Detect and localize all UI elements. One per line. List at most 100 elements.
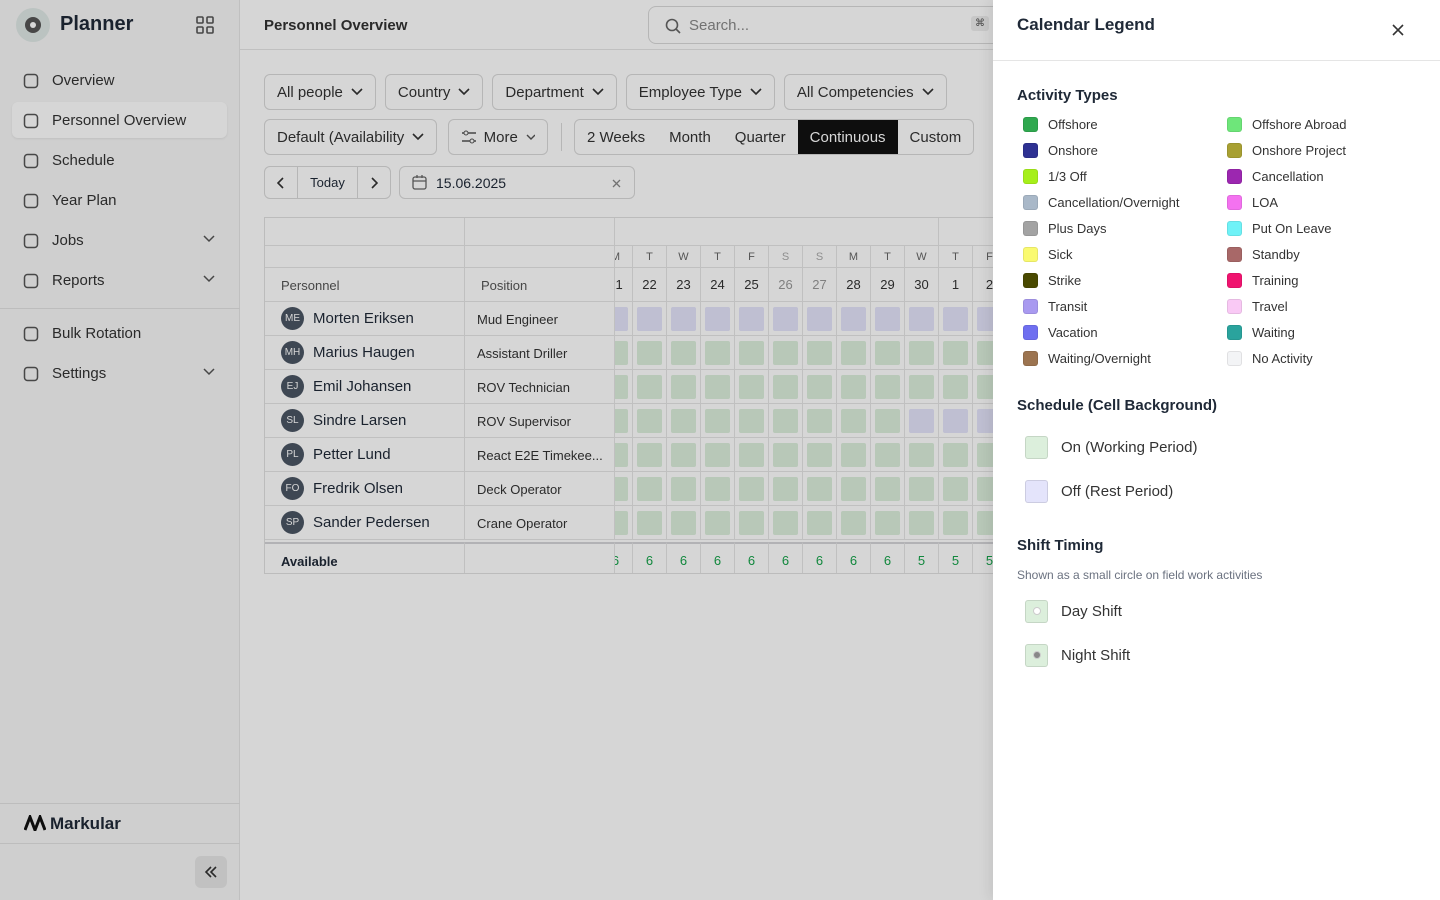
schedule-block <box>705 409 730 433</box>
date: 23 <box>667 268 701 302</box>
personnel-cell: EJ Emil Johansen <box>265 370 465 404</box>
day-cell <box>871 302 905 336</box>
view-option[interactable]: Quarter <box>734 128 786 146</box>
overlay[interactable] <box>0 0 993 900</box>
month-header <box>615 218 939 246</box>
available-count: 6 <box>803 542 837 573</box>
nav-item[interactable]: Year Plan <box>12 182 227 218</box>
schedule-block <box>841 409 866 433</box>
close-button[interactable] <box>1392 24 1404 36</box>
section-title: Activity Types <box>1017 87 1118 104</box>
day-cell <box>769 506 803 540</box>
person-name[interactable]: Petter Lund <box>313 446 391 463</box>
day-cell <box>939 404 973 438</box>
schedule-block <box>739 511 764 535</box>
date-input[interactable]: 15.06.2025 <box>399 166 635 199</box>
nav-item[interactable]: Personnel Overview <box>12 102 227 138</box>
schedule-block <box>615 409 628 433</box>
date-value: 15.06.2025 <box>436 174 507 191</box>
date: 30 <box>905 268 939 302</box>
schedule-block <box>807 307 832 331</box>
legend-label: Offshore <box>1048 116 1098 132</box>
position-cell: React E2E Timekee... <box>465 438 615 472</box>
filter-select[interactable]: Employee Type <box>625 74 775 110</box>
filter-select[interactable]: Country <box>384 74 484 110</box>
nav-item[interactable]: Settings <box>12 355 227 391</box>
day-cell <box>905 302 939 336</box>
apps-icon[interactable] <box>196 16 214 34</box>
avatar: ME <box>281 307 304 330</box>
schedule-block <box>943 477 968 501</box>
nav-item[interactable]: Bulk Rotation <box>12 315 227 351</box>
filter-label: Country <box>397 83 451 101</box>
person-name[interactable]: Morten Eriksen <box>313 310 414 327</box>
nav-item[interactable]: Jobs <box>12 222 227 258</box>
day-cell <box>939 370 973 404</box>
shortcut: ⌘ <box>971 16 989 31</box>
day-cell <box>701 336 735 370</box>
available-count: 6 <box>615 542 633 573</box>
day-cell <box>667 438 701 472</box>
filter-select[interactable]: All people <box>264 74 376 110</box>
schedule-block <box>739 477 764 501</box>
section-subtitle: Shown as a small circle on field work ac… <box>1017 568 1263 582</box>
position-cell: Mud Engineer <box>465 302 615 336</box>
days: M216T226W236T246F256S266S276M286T296W305… <box>615 218 1023 573</box>
swatch <box>1023 246 1038 262</box>
day-cell <box>667 506 701 540</box>
day-cell <box>615 506 633 540</box>
person-name[interactable]: Emil Johansen <box>313 378 412 395</box>
day-cell <box>803 438 837 472</box>
view-option[interactable]: Custom <box>909 128 962 146</box>
schedule-block <box>909 409 934 433</box>
date: 24 <box>701 268 735 302</box>
available-count: 5 <box>939 542 973 573</box>
schedule-block <box>943 307 968 331</box>
person-name[interactable]: Sindre Larsen <box>313 412 407 429</box>
day-cell <box>633 404 667 438</box>
page-title: Personnel Overview <box>264 17 408 34</box>
view-option[interactable]: 2 Weeks <box>587 128 646 146</box>
position-cell: Crane Operator <box>465 506 615 540</box>
today-button[interactable]: Today <box>298 167 358 198</box>
nav-item[interactable]: Overview <box>12 62 227 98</box>
prev-button[interactable] <box>265 167 298 198</box>
collapse-button[interactable] <box>195 856 227 888</box>
header-cell <box>265 246 465 268</box>
available-count: 6 <box>701 542 735 573</box>
swatch <box>1025 435 1048 459</box>
position-cell: ROV Technician <box>465 370 615 404</box>
nav-item[interactable]: Schedule <box>12 142 227 178</box>
filters: All people Country Department Employee Type… <box>264 74 947 110</box>
schedule-list: On (Working Period) Off (Rest Period) <box>1025 425 1197 513</box>
swatch <box>1227 298 1242 314</box>
weekday: T <box>939 246 973 268</box>
person-name[interactable]: Fredrik Olsen <box>313 480 404 497</box>
filter-select[interactable]: Department <box>492 74 617 110</box>
schedule-block <box>875 307 900 331</box>
avatar: FO <box>281 477 304 500</box>
nav-item[interactable]: Reports <box>12 262 227 298</box>
view-option[interactable]: Month <box>669 128 711 146</box>
more-button[interactable]: More <box>448 119 548 155</box>
position-cell: Deck Operator <box>465 472 615 506</box>
nav-label: Overview <box>52 71 115 89</box>
schedule-block <box>739 409 764 433</box>
day-cell <box>905 370 939 404</box>
next-button[interactable] <box>358 167 390 198</box>
legend-item: Standby <box>1221 241 1425 267</box>
legend-label: Put On Leave <box>1252 220 1332 236</box>
person-name[interactable]: Sander Pedersen <box>313 514 430 531</box>
search[interactable]: Search... ⌘ <box>648 6 1008 44</box>
filter-select[interactable]: All Competencies <box>783 74 947 110</box>
person-name[interactable]: Marius Haugen <box>313 344 415 361</box>
swatch <box>1227 246 1242 262</box>
day-cell <box>667 370 701 404</box>
sort-select[interactable]: Default (Availability <box>264 119 438 155</box>
view-option[interactable]: Continuous <box>797 120 898 154</box>
schedule-block <box>671 375 696 399</box>
schedule-block <box>875 375 900 399</box>
date: 29 <box>871 268 905 302</box>
legend-item: Plus Days <box>1017 215 1221 241</box>
weekday: T <box>871 246 905 268</box>
